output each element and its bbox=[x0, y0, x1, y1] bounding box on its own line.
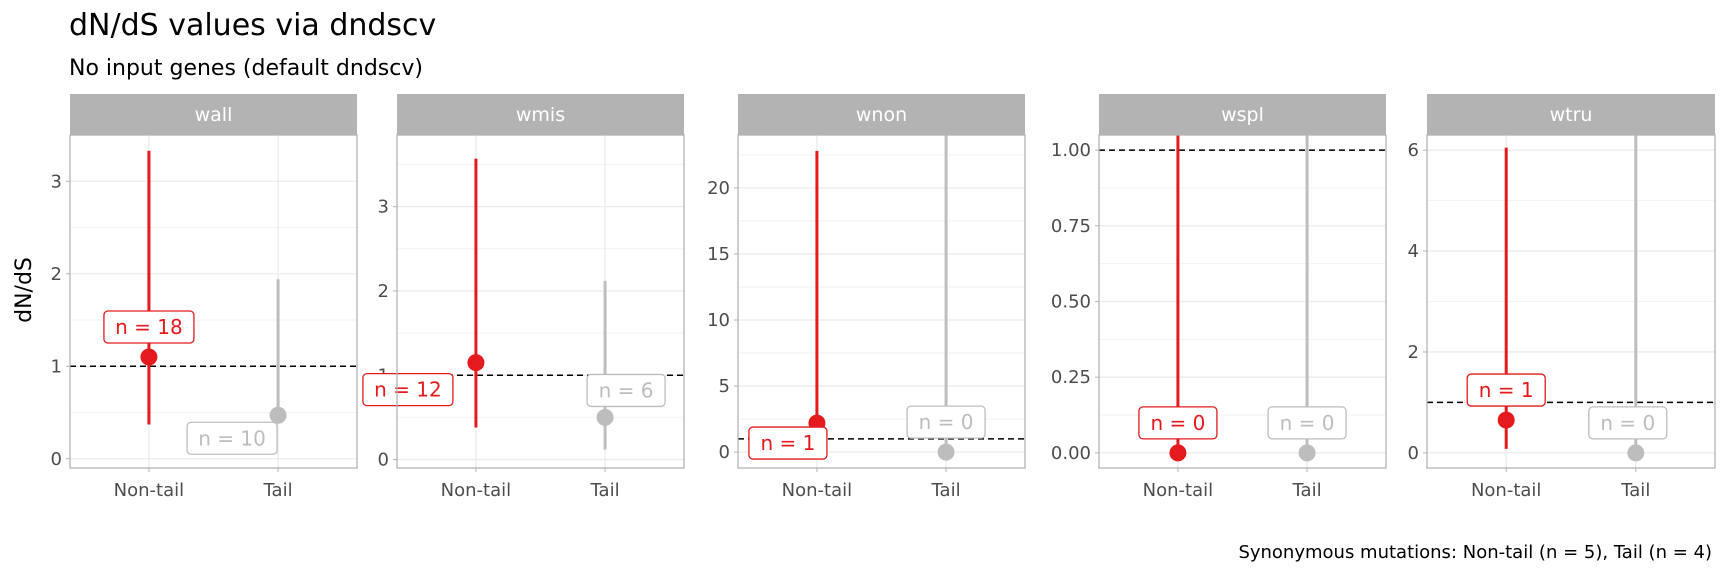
x-tick-label: Non-tail bbox=[441, 480, 511, 501]
facet-wspl: wspl 0.00 0.25 0.50 0.75 1.00 Non-tail Tail n = … bbox=[1051, 94, 1387, 501]
y-tick-label: 20 bbox=[707, 178, 730, 199]
data-point bbox=[269, 406, 287, 424]
data-point bbox=[467, 354, 485, 372]
x-tick-label: Non-tail bbox=[782, 480, 852, 501]
data-point bbox=[1497, 411, 1515, 429]
data-label: n = 12 bbox=[374, 378, 442, 402]
y-tick-label: 0 bbox=[378, 450, 389, 471]
facet-strip-label: wall bbox=[195, 104, 233, 126]
x-tick-label: Tail bbox=[263, 480, 293, 501]
y-tick-label: 3 bbox=[51, 171, 62, 192]
y-tick-label: 1 bbox=[51, 356, 62, 377]
facet-panels: wall 0 1 2 3 Non-tail Tail n = 18 n = 10 wmis 0 1 2 3… bbox=[51, 94, 1716, 501]
y-tick-label: 0.00 bbox=[1051, 443, 1091, 464]
facet-strip bbox=[738, 94, 1025, 135]
y-tick-label: 2 bbox=[51, 264, 62, 285]
facet-wnon: wnon 0 5 10 15 20 Non-tail Tail n = 1 n = 0 bbox=[707, 94, 1026, 501]
data-label-box bbox=[748, 426, 828, 460]
data-point bbox=[1298, 444, 1316, 462]
y-tick-label: 5 bbox=[719, 376, 730, 397]
data-label-box bbox=[362, 372, 454, 407]
panel-border bbox=[737, 134, 1026, 469]
data-label-box bbox=[103, 310, 195, 344]
y-tick-label: 0 bbox=[51, 449, 62, 470]
x-tick-label: Non-tail bbox=[1143, 480, 1213, 501]
data-label: n = 18 bbox=[115, 315, 183, 339]
x-tick-label: Non-tail bbox=[114, 480, 184, 501]
data-label: n = 0 bbox=[1280, 411, 1335, 435]
y-tick-label: 6 bbox=[1408, 140, 1419, 161]
data-point bbox=[596, 408, 614, 426]
data-label: n = 0 bbox=[1600, 411, 1655, 435]
x-tick-label: Non-tail bbox=[1471, 480, 1541, 501]
panel-border bbox=[396, 134, 685, 469]
y-axis-label: dN/dS bbox=[12, 257, 37, 323]
data-point bbox=[140, 348, 158, 366]
facet-wtru: wtru 0 2 4 6 Non-tail Tail n = 1 n = 0 bbox=[1408, 94, 1716, 501]
y-tick-label: 0 bbox=[719, 442, 730, 463]
data-label-box bbox=[1588, 406, 1668, 440]
data-label-box bbox=[906, 405, 986, 439]
data-label: n = 1 bbox=[1479, 378, 1534, 402]
facet-strip-label: wnon bbox=[856, 104, 907, 126]
x-tick-label: Tail bbox=[931, 480, 961, 501]
data-point bbox=[1627, 444, 1645, 462]
y-tick-label: 3 bbox=[378, 197, 389, 218]
data-label: n = 6 bbox=[599, 378, 654, 402]
y-tick-label: 0.25 bbox=[1051, 367, 1091, 388]
y-tick-label: 2 bbox=[378, 281, 389, 302]
y-tick-label: 4 bbox=[1408, 241, 1419, 262]
panel-border bbox=[1098, 134, 1387, 469]
facet-strip-label: wmis bbox=[516, 104, 565, 126]
data-label-box bbox=[1267, 406, 1347, 440]
x-tick-label: Tail bbox=[1292, 480, 1322, 501]
chart-title: dN/dS values via dndscv bbox=[69, 8, 436, 43]
y-tick-label: 0.75 bbox=[1051, 216, 1091, 237]
data-label-box bbox=[186, 421, 278, 455]
facet-strip bbox=[397, 94, 684, 135]
facet-strip bbox=[70, 94, 357, 135]
facet-wall: wall 0 1 2 3 Non-tail Tail n = 18 n = 10 bbox=[51, 94, 358, 501]
y-tick-label: 1.00 bbox=[1051, 140, 1091, 161]
data-label: n = 10 bbox=[198, 426, 266, 450]
data-label-box bbox=[586, 373, 666, 408]
data-label: n = 1 bbox=[760, 431, 815, 455]
panel-background bbox=[397, 135, 684, 468]
panel-border bbox=[1426, 134, 1716, 469]
x-tick-label: Tail bbox=[590, 480, 620, 501]
data-label: n = 0 bbox=[1150, 411, 1205, 435]
data-label: n = 0 bbox=[919, 410, 974, 434]
data-point bbox=[937, 443, 955, 461]
y-tick-label: 0.50 bbox=[1051, 292, 1091, 313]
y-tick-label: 10 bbox=[707, 310, 730, 331]
y-tick-label: 15 bbox=[707, 244, 730, 265]
facet-strip-label: wspl bbox=[1221, 104, 1264, 126]
chart-subtitle: No input genes (default dndscv) bbox=[69, 56, 423, 81]
facet-strip bbox=[1427, 94, 1715, 135]
y-tick-label: 0 bbox=[1408, 443, 1419, 464]
data-label-box bbox=[1138, 406, 1218, 440]
x-tick-label: Tail bbox=[1620, 480, 1650, 501]
facet-strip bbox=[1099, 94, 1386, 135]
data-point bbox=[1169, 444, 1187, 462]
y-tick-label: 2 bbox=[1408, 342, 1419, 363]
data-label-box bbox=[1466, 373, 1546, 407]
panel-border bbox=[69, 134, 358, 469]
chart-caption: Synonymous mutations: Non-tail (n = 5), … bbox=[1238, 542, 1712, 563]
panel-background bbox=[70, 135, 357, 468]
facet-strip-label: wtru bbox=[1550, 104, 1593, 126]
